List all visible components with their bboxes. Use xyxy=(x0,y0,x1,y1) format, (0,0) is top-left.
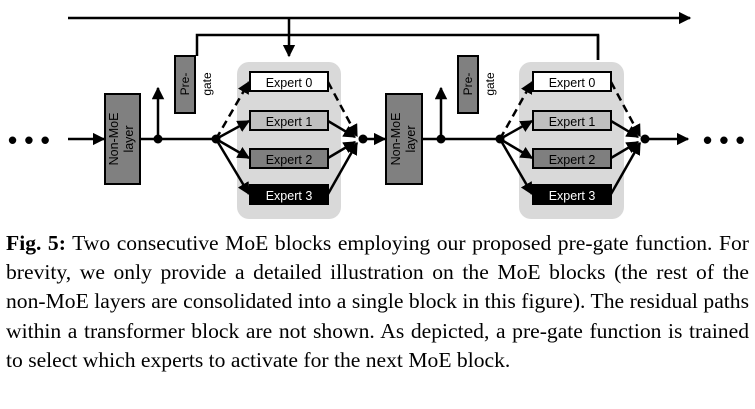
expert-2-box-1 xyxy=(249,148,329,169)
pregate-label-1b: gate xyxy=(200,72,214,96)
expert-3-box-2 xyxy=(532,184,612,205)
expert-1-label-1: Expert 1 xyxy=(266,115,313,129)
expert-0-box-1 xyxy=(249,71,329,92)
expert-3-label-1: Expert 3 xyxy=(266,189,313,203)
moe-bg-2 xyxy=(519,62,624,219)
caption-label: Fig. 5: xyxy=(6,231,66,255)
non-moe-label-2a: Non-MoE xyxy=(389,113,403,166)
moe-pregate-diagram: • • • • • • Non-MoE layer Pre- gate xyxy=(8,11,745,219)
expert-2-box-2 xyxy=(532,148,612,169)
non-moe-label-1a: Non-MoE xyxy=(107,113,121,166)
expert-0-label-1: Expert 0 xyxy=(266,76,313,90)
pregate-label-1a: Pre- xyxy=(178,73,192,96)
non-moe-label-2b: layer xyxy=(404,125,418,152)
pregate-1 xyxy=(174,55,196,114)
top-bypass-line xyxy=(68,11,692,58)
pregate-label-2a: Pre- xyxy=(461,73,475,96)
figure-caption: Fig. 5: Two consecutive MoE blocks emplo… xyxy=(6,229,749,375)
non-moe-layer-1 xyxy=(104,93,141,185)
expert-3-label-2: Expert 3 xyxy=(549,189,596,203)
expert-1-box-2 xyxy=(532,110,612,131)
moe-block-1: Non-MoE layer Pre- gate Expert 0 Expert … xyxy=(104,33,600,219)
non-moe-layer-2 xyxy=(385,93,423,185)
expert-0-box-2 xyxy=(532,71,612,92)
caption-text: Two consecutive MoE blocks employing our… xyxy=(6,231,749,372)
expert-0-label-2: Expert 0 xyxy=(549,76,596,90)
pregate-label-2b: gate xyxy=(483,72,497,96)
expert-1-box-1 xyxy=(249,110,329,131)
moe-block-2: Non-MoE layer Pre- gate Expert 0 Expert … xyxy=(385,55,650,219)
pregate-2 xyxy=(457,55,479,114)
moe-bg-1 xyxy=(237,62,341,219)
expert-2-label-2: Expert 2 xyxy=(549,153,596,167)
non-moe-label-1b: layer xyxy=(122,125,136,152)
expert-1-label-2: Expert 1 xyxy=(549,115,596,129)
ellipsis-left: • • • xyxy=(8,125,50,155)
ellipsis-right: • • • xyxy=(703,125,745,155)
expert-3-box-1 xyxy=(249,184,329,205)
expert-2-label-1: Expert 2 xyxy=(266,153,313,167)
